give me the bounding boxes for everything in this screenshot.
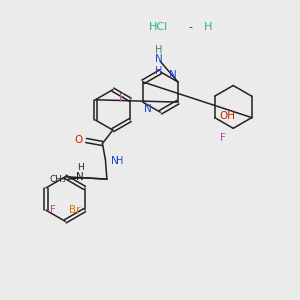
Text: H: H <box>155 67 162 76</box>
Text: H: H <box>155 45 162 55</box>
Text: F: F <box>119 93 125 103</box>
Text: Br: Br <box>69 205 80 215</box>
Text: HCl: HCl <box>149 22 169 32</box>
Text: H: H <box>204 22 212 32</box>
Text: CH₃: CH₃ <box>49 175 66 184</box>
Text: H: H <box>77 163 83 172</box>
Text: F: F <box>220 133 226 143</box>
Text: OH: OH <box>219 111 235 121</box>
Text: N: N <box>76 172 84 182</box>
Text: N: N <box>169 70 176 80</box>
Text: H: H <box>116 156 123 166</box>
Text: N: N <box>155 54 163 64</box>
Text: N: N <box>144 103 152 114</box>
Text: N: N <box>111 156 119 166</box>
Text: F: F <box>50 205 56 215</box>
Text: O: O <box>74 136 83 146</box>
Text: -: - <box>188 22 192 32</box>
